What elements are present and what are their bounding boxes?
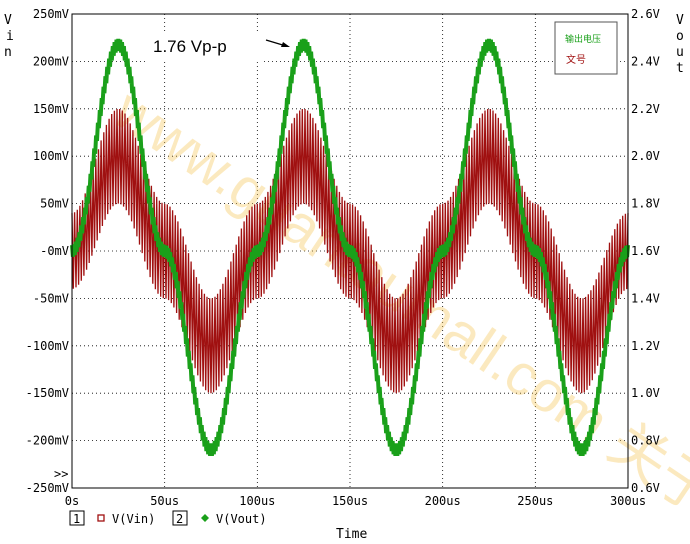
legend-item-1-box xyxy=(69,510,85,526)
legend-item-1-marker xyxy=(97,514,105,522)
x-tick-label: 100us xyxy=(239,494,275,508)
vout-waveform xyxy=(70,38,630,456)
left-y-tick-label: -0mV xyxy=(40,244,69,258)
label-box: 输出电压 文号 xyxy=(554,21,618,75)
right-y-tick-label: 1.4V xyxy=(631,291,660,305)
legend-item-2-box xyxy=(172,510,188,526)
legend-item-2-marker xyxy=(201,514,209,522)
label-box-line1: 输出电压 xyxy=(565,33,601,45)
left-y-tick-label: 150mV xyxy=(33,102,69,116)
right-y-tick-label: 0.6V xyxy=(631,481,660,495)
left-y-tick-label: -250mV xyxy=(26,481,69,495)
right-y-tick-label: 0.8V xyxy=(631,434,660,448)
x-tick-label: 150us xyxy=(332,494,368,508)
x-tick-label: 200us xyxy=(425,494,461,508)
label-box-line2: 文号 xyxy=(566,53,586,66)
right-y-tick-label: 2.0V xyxy=(631,149,660,163)
annotation-vpp-bg xyxy=(146,32,264,62)
x-tick-label: 50us xyxy=(150,494,179,508)
x-tick-labels: 0s 50us 100us 150us 200us 250us 300us xyxy=(65,494,646,508)
series-vin xyxy=(71,108,629,394)
right-y-tick-labels: 2.6V 2.4V 2.2V 2.0V 1.8V 1.6V 1.4V 1.2V 1.0V 0.8V… xyxy=(631,7,660,495)
annotation-arrow-head xyxy=(281,42,290,47)
right-y-tick-label: 1.6V xyxy=(631,244,660,258)
left-y-tick-label: 100mV xyxy=(33,149,69,163)
left-y-tick-labels: 250mV 200mV 150mV 100mV 50mV -0mV -50mV -100mV -… xyxy=(26,7,69,495)
right-y-tick-label: 2.2V xyxy=(631,102,660,116)
x-axis-title: Time xyxy=(336,527,367,542)
left-axis-title-char: V xyxy=(4,13,12,28)
legend: >> 1 V(Vin) 2 V(Vout) xyxy=(54,467,267,526)
label-box-frame xyxy=(554,21,618,75)
right-y-tick-label: 2.6V xyxy=(631,7,660,21)
legend-item-2-label: V(Vout) xyxy=(216,512,267,526)
legend-item-1-label: V(Vin) xyxy=(112,512,155,526)
left-y-tick-label: 250mV xyxy=(33,7,69,21)
legend-item-1-num: 1 xyxy=(73,512,80,526)
left-y-tick-label: -100mV xyxy=(26,339,69,353)
left-y-tick-label: -50mV xyxy=(33,291,69,305)
vin-waveform xyxy=(71,108,629,394)
legend-more: >> xyxy=(54,467,68,481)
left-axis-title-char: i xyxy=(6,29,14,44)
left-axis-title: V i n xyxy=(4,13,14,60)
annotation-vpp: 1.76 Vp-p xyxy=(146,32,290,62)
right-y-tick-label: 1.8V xyxy=(631,197,660,211)
right-y-tick-label: 2.4V xyxy=(631,54,660,68)
plot-frame xyxy=(71,13,629,489)
right-axis-title-char: t xyxy=(676,61,684,76)
right-axis-title-char: V xyxy=(676,13,684,28)
series-vout xyxy=(70,38,630,456)
left-axis-title-char: n xyxy=(4,45,12,60)
x-tick-label: 0s xyxy=(65,494,79,508)
right-axis-title-char: o xyxy=(676,29,684,44)
x-tick-label: 250us xyxy=(517,494,553,508)
right-axis-title: V o u t xyxy=(676,13,684,76)
right-y-tick-label: 1.2V xyxy=(631,339,660,353)
left-y-tick-label: 50mV xyxy=(40,197,69,211)
right-axis-title-char: u xyxy=(676,45,684,60)
left-y-tick-label: -150mV xyxy=(26,386,69,400)
annotation-vpp-text: 1.76 Vp-p xyxy=(153,37,227,56)
legend-item-2-num: 2 xyxy=(176,512,183,526)
x-tick-label: 300us xyxy=(610,494,646,508)
left-y-tick-label: -200mV xyxy=(26,434,69,448)
right-y-tick-label: 1.0V xyxy=(631,386,660,400)
left-y-tick-label: 200mV xyxy=(33,54,69,68)
